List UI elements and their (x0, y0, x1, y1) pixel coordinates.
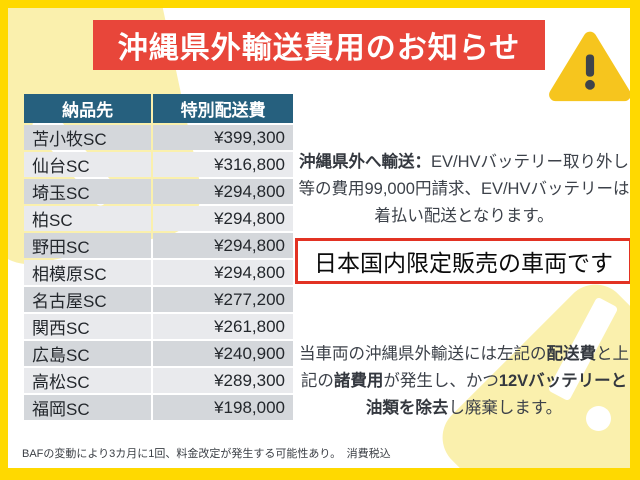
table-row: 広島SC ¥240,900 (24, 341, 293, 366)
destination-cell: 柏SC (24, 206, 152, 231)
domestic-only-alert: 日本国内限定販売の車両です (295, 238, 630, 284)
destination-cell: 野田SC (24, 233, 152, 258)
fee-cell: ¥289,300 (153, 368, 293, 393)
warning-triangle-icon (549, 30, 630, 102)
disposal-note-segment: 12Vバッテリーと油類を除去 (365, 371, 628, 417)
table-row: 埼玉SC ¥294,800 (24, 179, 293, 204)
destination-cell: 広島SC (24, 341, 152, 366)
disposal-note-segment: し廃棄します。 (448, 398, 563, 417)
destination-cell: 埼玉SC (24, 179, 152, 204)
battery-shipping-note: 沖縄県外へ輸送：EV/HVバッテリー取り外し等の費用99,000円請求、EV/H… (296, 149, 630, 230)
fee-cell: ¥316,800 (153, 152, 293, 177)
header-fee: 特別配送費 (153, 94, 293, 123)
destination-cell: 仙台SC (24, 152, 152, 177)
disposal-note-segment: と上記の (300, 344, 629, 390)
shipping-note-body: EV/HVバッテリー取り外し等の費用99,000円請求、EV/HVバッテリーは着… (298, 152, 630, 225)
disposal-note-segment: 当車両の沖縄県外輸送には左記の (299, 344, 547, 363)
fee-cell: ¥198,000 (153, 395, 293, 420)
shipping-note-lead: 沖縄県外へ輸送： (298, 152, 431, 171)
destination-cell: 苫小牧SC (24, 125, 152, 150)
table-row: 苫小牧SC ¥399,300 (24, 125, 293, 150)
table-row: 高松SC ¥289,300 (24, 368, 293, 393)
fee-cell: ¥261,800 (153, 314, 293, 339)
destination-cell: 高松SC (24, 368, 152, 393)
disposal-note-segment: 諸費用 (333, 371, 384, 390)
destination-cell: 名古屋SC (24, 287, 152, 312)
table-row: 柏SC ¥294,800 (24, 206, 293, 231)
table-row: 野田SC ¥294,800 (24, 233, 293, 258)
table-row: 関西SC ¥261,800 (24, 314, 293, 339)
destination-cell: 関西SC (24, 314, 152, 339)
table-header-row: 納品先 特別配送費 (24, 94, 293, 123)
destination-cell: 福岡SC (24, 395, 152, 420)
fee-cell: ¥294,800 (153, 206, 293, 231)
disposal-note-segment: 配送費 (546, 344, 597, 363)
exclamation-mark (585, 54, 595, 90)
table-row: 仙台SC ¥316,800 (24, 152, 293, 177)
table-row: 福岡SC ¥198,000 (24, 395, 293, 420)
shipping-fee-table: 納品先 特別配送費 苫小牧SC ¥399,300 仙台SC ¥316,800 埼玉SC ¥… (22, 92, 295, 422)
notice-title: 沖縄県外輸送費用のお知らせ (93, 20, 545, 70)
fee-cell: ¥294,800 (153, 233, 293, 258)
footer-note: BAFの変動により3カ月に1回、料金改定が発生する可能性あり。 消費税込 (22, 448, 391, 460)
notice-page: 沖縄県外輸送費用のお知らせ 納品先 特別配送費 苫小牧SC ¥399,300 仙台S… (8, 8, 630, 468)
header-destination: 納品先 (24, 94, 152, 123)
fee-cell: ¥399,300 (153, 125, 293, 150)
disposal-note: 当車両の沖縄県外輸送には左記の配送費と上記の諸費用が発生し、かつ12Vバッテリー… (296, 341, 630, 422)
destination-cell: 相模原SC (24, 260, 152, 285)
fee-cell: ¥277,200 (153, 287, 293, 312)
pale-exclamation-dot (586, 406, 611, 431)
fee-cell: ¥294,800 (153, 179, 293, 204)
shipping-fee-table-body: 苫小牧SC ¥399,300 仙台SC ¥316,800 埼玉SC ¥294,800 柏SC… (24, 125, 293, 420)
disposal-note-segment: が発生し、かつ (383, 371, 499, 390)
fee-cell: ¥294,800 (153, 260, 293, 285)
table-row: 名古屋SC ¥277,200 (24, 287, 293, 312)
table-row: 相模原SC ¥294,800 (24, 260, 293, 285)
fee-cell: ¥240,900 (153, 341, 293, 366)
